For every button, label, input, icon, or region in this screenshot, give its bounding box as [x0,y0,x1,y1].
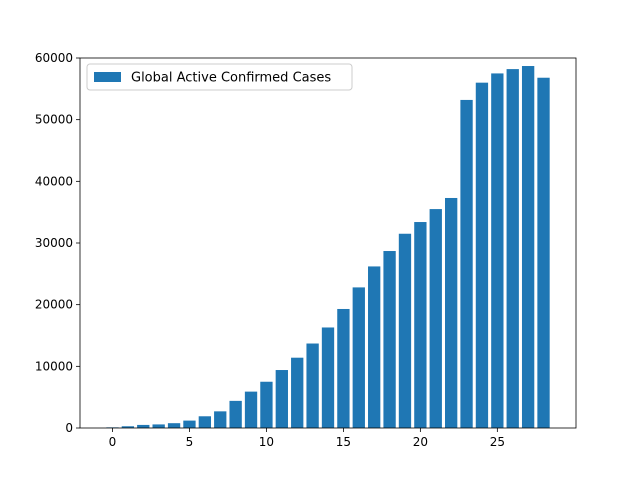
bar-18 [383,251,396,428]
bars-group [106,66,550,429]
bar-28 [537,77,550,428]
bar-5 [183,420,196,428]
bar-13 [306,343,319,428]
bar-22 [445,197,458,428]
y-tick-label-0: 0 [65,421,73,435]
bar-8 [229,400,242,428]
legend-swatch [94,72,121,82]
legend: Global Active Confirmed Cases [86,63,353,91]
bar-12 [291,357,304,428]
bar-21 [429,209,442,428]
bar-19 [398,233,412,428]
x-tick-label-0: 0 [109,435,117,449]
bar-11 [275,370,288,428]
x-tick-label-15: 15 [336,435,351,449]
axes-group: 0 5 10 15 20 25 0 10000 20000 30000 40000 50000 6000… [35,51,577,449]
y-tick-label-10000: 10000 [35,359,73,373]
bar-9 [244,391,258,428]
bar-10 [260,381,273,428]
bar-24 [475,82,489,429]
bar-2 [137,424,150,428]
bar-27 [521,66,535,429]
x-tick-label-10: 10 [259,435,274,449]
bar-25 [491,73,504,429]
y-tick-label-40000: 40000 [35,174,73,188]
bar-20 [414,222,427,428]
y-tick-label-20000: 20000 [35,298,73,312]
bar-14 [321,327,335,428]
y-tick-label-50000: 50000 [35,113,73,127]
bar-26 [506,69,519,428]
bar-1 [121,426,135,428]
legend-label: Global Active Confirmed Cases [131,71,331,86]
y-tick-label-30000: 30000 [35,236,73,250]
x-tick-label-5: 5 [186,435,194,449]
bar-4 [167,423,181,428]
bar-6 [198,416,212,428]
bar-17 [368,266,381,428]
bar-7 [214,411,227,428]
bar-16 [352,287,365,428]
x-tick-label-20: 20 [413,435,428,449]
legend-box [86,63,353,91]
bar-23 [460,99,473,429]
x-tick-label-25: 25 [490,435,505,449]
bar-3 [152,424,165,428]
bar-15 [337,308,350,428]
y-tick-label-60000: 60000 [35,51,73,65]
